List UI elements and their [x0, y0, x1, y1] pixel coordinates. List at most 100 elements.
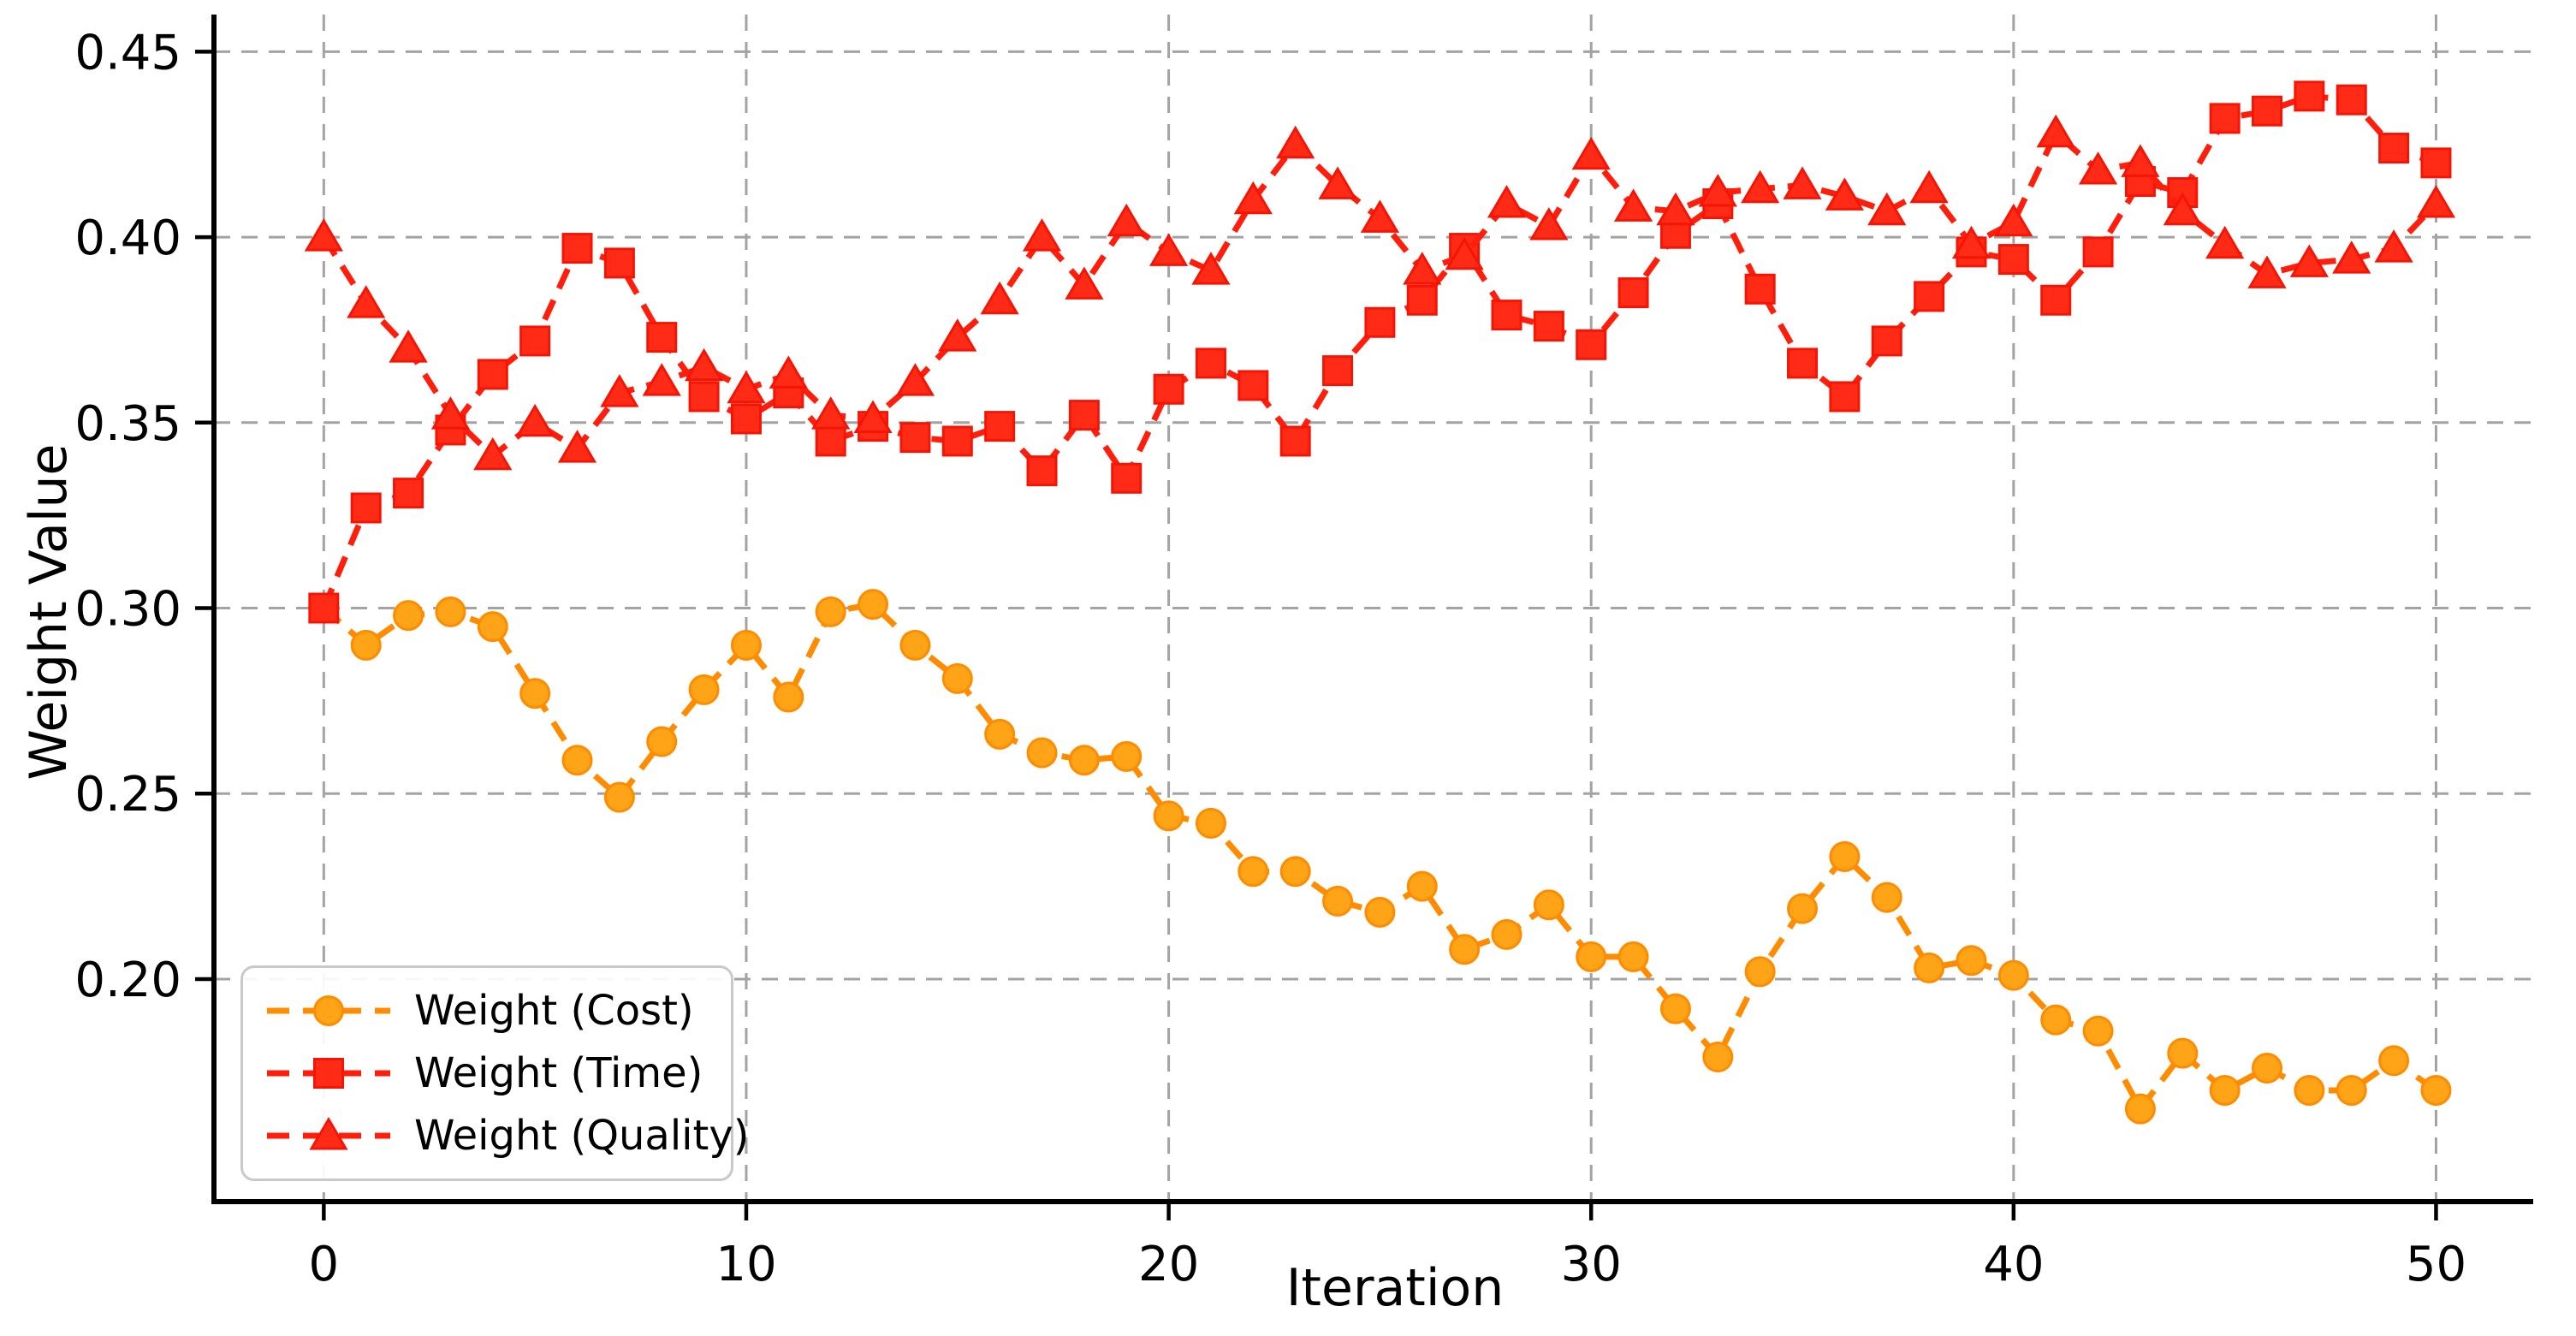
series-1-point	[1153, 373, 1184, 405]
series-2-point	[1107, 203, 1146, 237]
series-0-point	[899, 629, 931, 661]
series-2-point	[2416, 185, 2456, 218]
series-1-point	[1997, 244, 2029, 276]
series-0-point	[1617, 941, 1649, 972]
series-0-point	[773, 681, 804, 713]
series-0-point	[1322, 885, 1354, 917]
series-0-point	[858, 589, 889, 620]
y-axis-title: Weight Value	[19, 443, 79, 781]
legend-sample-shape	[313, 995, 344, 1027]
series-1-point	[2294, 80, 2325, 112]
series-2-point	[938, 318, 977, 352]
series-1-point	[2252, 95, 2283, 127]
series-2-point	[2205, 225, 2245, 259]
series-0-point	[1449, 934, 1481, 965]
series-2-point	[2374, 229, 2413, 263]
x-tick-label: 30	[1561, 1237, 1622, 1292]
series-2-point	[2289, 244, 2330, 277]
y-tick-label: 0.30	[74, 582, 181, 638]
y-tick-label: 0.40	[74, 211, 181, 266]
series-2-point	[2078, 151, 2118, 185]
series-0-point	[1068, 745, 1100, 776]
series-0-point	[2082, 1015, 2114, 1047]
series-2-point	[811, 396, 851, 430]
series-2-point	[430, 396, 471, 430]
series-0-point	[393, 600, 424, 632]
x-tick-label: 10	[715, 1237, 776, 1292]
series-0-point	[2167, 1037, 2199, 1069]
series-0-point	[1153, 800, 1184, 832]
series-0-point	[984, 718, 1016, 750]
series-1-point	[1068, 400, 1100, 431]
series-1-point	[1914, 281, 1945, 312]
legend-item-time: Weight (Time)	[265, 1046, 722, 1101]
series-0-point	[477, 611, 508, 643]
series-1-point	[1533, 311, 1564, 342]
series-1-point	[730, 403, 762, 435]
series-0-point	[2294, 1074, 2325, 1106]
series-0-point	[2124, 1093, 2156, 1125]
series-1-point	[2420, 147, 2452, 179]
series-1-point	[984, 411, 1016, 442]
series-0-point	[2209, 1074, 2241, 1106]
series-2-point	[1571, 136, 1611, 170]
series-2-point	[2332, 240, 2371, 274]
series-0-point	[1195, 807, 1226, 839]
y-tick-label: 0.20	[74, 953, 181, 1008]
series-1-point	[1238, 370, 1269, 401]
series-1-point	[477, 359, 508, 390]
series-1-point	[1829, 381, 1861, 413]
series-0-point	[1533, 889, 1564, 921]
series-0-point	[815, 596, 846, 627]
series-1-point	[1111, 462, 1143, 494]
series-0-point	[1744, 956, 1776, 988]
series-2-point	[1487, 185, 1527, 218]
legend-label: Weight (Cost)	[414, 987, 694, 1036]
series-1-point	[1195, 347, 1226, 379]
series-0-point	[1914, 952, 1945, 983]
series-0-point	[1406, 870, 1438, 902]
series-2-point	[2247, 255, 2287, 288]
series-2-point	[1951, 225, 1991, 259]
series-1-point	[1322, 355, 1354, 387]
series-0-point	[2336, 1074, 2367, 1106]
series-0-point	[1026, 737, 1058, 769]
series-1-point	[1744, 273, 1776, 305]
series-1-point	[2209, 103, 2241, 134]
legend-label: Weight (Time)	[414, 1048, 703, 1097]
series-2-point	[727, 370, 766, 404]
y-tick-label: 0.45	[74, 25, 181, 80]
series-0-point	[2252, 1052, 2283, 1084]
series-0-point	[688, 674, 720, 705]
series-1-point	[393, 478, 424, 509]
series-2-point	[1867, 192, 1907, 226]
series-0-point	[1997, 959, 2029, 991]
series-2-point	[1360, 199, 1400, 233]
series-1-point	[1406, 284, 1438, 316]
series-0-point	[603, 781, 635, 813]
series-2-point	[1994, 203, 2033, 237]
series-0-point	[2420, 1074, 2452, 1106]
legend-marker-time-square-icon	[267, 1057, 390, 1089]
series-1-point	[1871, 325, 1902, 357]
series-2-point	[1698, 174, 1737, 207]
legend-sample-shape	[313, 1057, 344, 1089]
series-2-point	[2121, 144, 2160, 177]
series-2-point	[1065, 266, 1104, 300]
legend: Weight (Cost) Weight (Time) Weight (Qual…	[240, 965, 749, 1181]
series-2-point	[1656, 192, 1695, 226]
series-0-point	[2040, 1004, 2072, 1036]
series-0-point	[1659, 993, 1691, 1024]
series-1-point	[350, 492, 382, 524]
series-2-point	[1741, 169, 1780, 204]
series-2-point	[347, 285, 386, 318]
series-2-point	[389, 330, 428, 363]
series-1-point	[1279, 425, 1311, 457]
y-tick-label: 0.35	[74, 396, 181, 452]
series-0-point	[1702, 1041, 1734, 1072]
series-0-point	[1829, 840, 1861, 872]
series-line-2	[321, 128, 2439, 460]
series-2-point	[1445, 236, 1484, 270]
x-axis-title: Iteration	[1285, 1258, 1505, 1318]
series-2-point	[304, 218, 343, 252]
